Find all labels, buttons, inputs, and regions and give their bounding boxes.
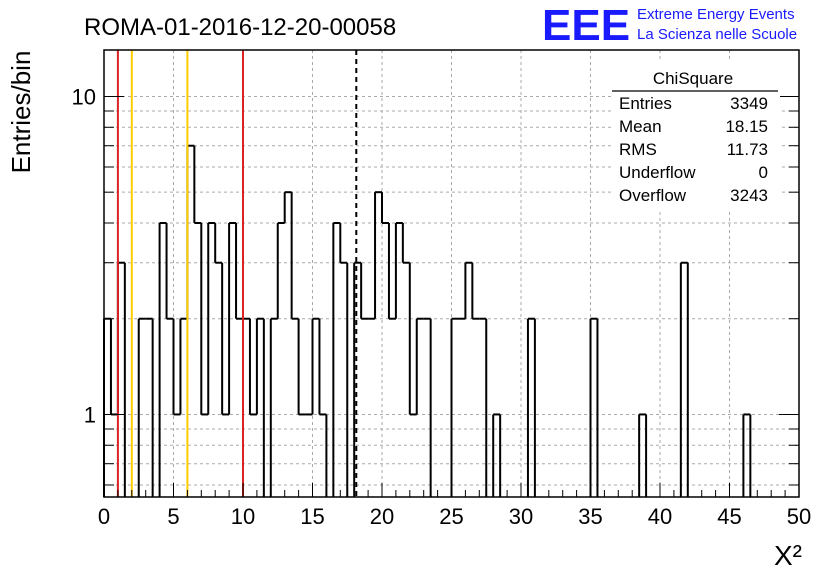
x-tick-label: 25: [439, 504, 463, 529]
stats-label: Underflow: [619, 163, 696, 182]
x-axis-ticks: 0 5 10 15 20 25 30 35 40 45 50: [98, 483, 811, 529]
y-axis-ticks: 1 10: [72, 84, 799, 486]
histogram-bars: [103, 144, 752, 497]
x-tick-label: 10: [231, 504, 255, 529]
x-tick-label: 20: [370, 504, 394, 529]
x-tick-label: 50: [787, 504, 811, 529]
x-tick-label: 40: [648, 504, 672, 529]
stats-box: ChiSquare Entries 3349 Mean 18.15 RMS 11.73 Un…: [612, 62, 780, 210]
grid: [104, 50, 799, 497]
stats-value: 11.73: [727, 140, 768, 159]
x-tick-label: 45: [717, 504, 741, 529]
eee-logo: EEE Extreme Energy Events La Scienza nel…: [542, 1, 797, 50]
y-tick-label: 10: [72, 84, 96, 109]
y-tick-label: 1: [84, 402, 96, 427]
x-tick-label: 15: [300, 504, 324, 529]
stats-value: 0: [759, 163, 768, 182]
stats-value: 3349: [730, 94, 768, 113]
x-tick-label: 30: [509, 504, 533, 529]
stats-title: ChiSquare: [653, 69, 733, 88]
x-tick-label: 0: [98, 504, 110, 529]
stats-value: 18.15: [725, 117, 768, 136]
x-tick-label: 5: [167, 504, 179, 529]
y-axis-label: Entries/bin: [6, 51, 36, 174]
stats-label: Overflow: [619, 186, 687, 205]
stats-value: 3243: [730, 186, 768, 205]
stats-label: Entries: [619, 94, 672, 113]
logo-mark: EEE: [542, 1, 630, 50]
stats-label: Mean: [619, 117, 662, 136]
x-axis-label: X²: [774, 540, 802, 571]
stats-label: RMS: [619, 140, 657, 159]
reference-lines: [116, 50, 358, 497]
logo-line1: Extreme Energy Events: [637, 6, 795, 23]
x-tick-label: 35: [578, 504, 602, 529]
chart-title: ROMA-01-2016-12-20-00058: [84, 14, 396, 41]
logo-line2: La Scienza nelle Scuole: [637, 26, 797, 43]
